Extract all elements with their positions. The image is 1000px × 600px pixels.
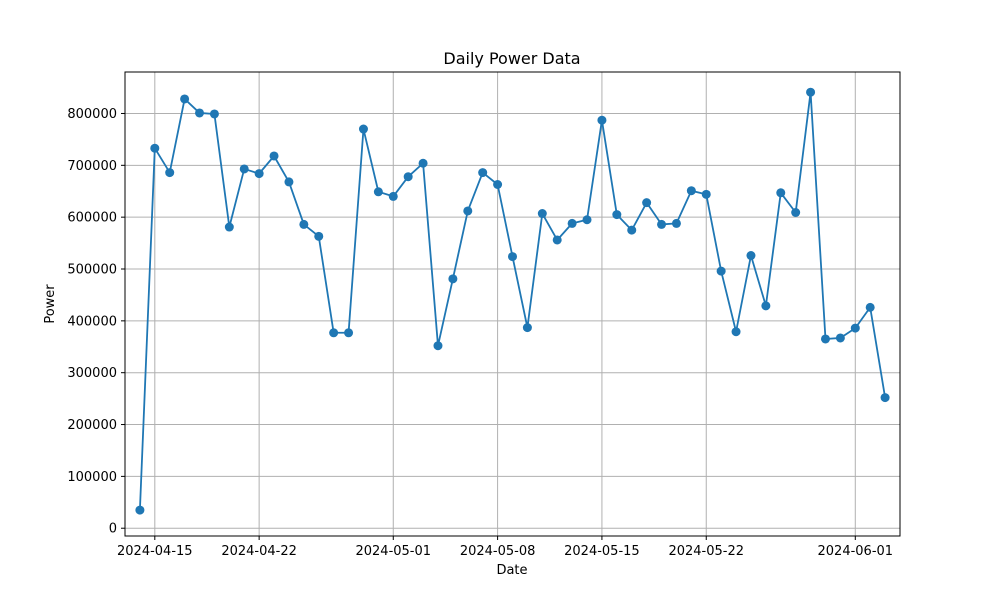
y-axis: 0 100000 200000 300000 400000 500000 600000 700… xyxy=(67,107,125,537)
data-point xyxy=(239,164,249,174)
data-point xyxy=(314,231,324,241)
data-point xyxy=(731,327,741,337)
data-point xyxy=(463,206,473,216)
data-point xyxy=(806,87,816,97)
data-point xyxy=(329,328,339,338)
data-point xyxy=(522,323,532,333)
data-point xyxy=(418,158,428,168)
y-tick-label: 400000 xyxy=(67,314,117,329)
y-tick-label: 0 xyxy=(109,522,117,537)
x-tick-label: 2024-06-01 xyxy=(818,544,894,559)
data-point xyxy=(224,222,234,232)
x-tick-label: 2024-05-22 xyxy=(668,544,744,559)
data-point xyxy=(671,218,681,228)
data-point xyxy=(284,177,294,187)
data-point xyxy=(209,109,219,119)
data-point xyxy=(180,94,190,104)
plot-frame xyxy=(124,71,901,537)
data-point xyxy=(135,505,145,515)
data-point xyxy=(493,180,503,190)
data-point xyxy=(508,252,517,262)
data-point xyxy=(478,168,488,178)
data-point xyxy=(388,191,398,201)
data-point xyxy=(344,328,354,338)
data-point xyxy=(597,115,607,125)
data-point xyxy=(448,274,458,284)
data-point xyxy=(195,108,205,118)
series-group xyxy=(135,87,890,515)
data-point xyxy=(820,334,830,344)
data-point xyxy=(433,341,443,351)
data-point xyxy=(582,215,592,225)
data-point xyxy=(746,251,756,261)
data-point xyxy=(642,198,652,208)
data-point xyxy=(299,219,309,229)
data-point xyxy=(403,172,413,182)
x-axis: 2024-04-15 2024-04-22 2024-05-01 2024-05-08… xyxy=(117,536,893,559)
grid-lines xyxy=(125,72,900,536)
y-tick-label: 100000 xyxy=(67,470,117,485)
data-point xyxy=(850,323,860,333)
y-tick-label: 600000 xyxy=(67,211,117,226)
x-tick-label: 2024-04-15 xyxy=(117,544,193,559)
data-point xyxy=(835,333,845,343)
data-point xyxy=(552,235,562,245)
data-point xyxy=(567,218,577,228)
chart-title: Daily Power Data xyxy=(443,49,580,68)
data-point xyxy=(269,151,279,161)
y-tick-label: 500000 xyxy=(67,263,117,278)
data-point xyxy=(150,143,160,153)
data-point xyxy=(373,187,383,197)
data-point xyxy=(716,266,726,276)
x-tick-label: 2024-05-08 xyxy=(460,544,536,559)
x-axis-label: Date xyxy=(496,563,527,578)
data-point xyxy=(254,169,264,179)
y-tick-label: 700000 xyxy=(67,159,117,174)
data-point xyxy=(165,168,175,178)
y-tick-label: 800000 xyxy=(67,107,117,122)
y-tick-label: 200000 xyxy=(67,418,117,433)
data-point xyxy=(537,209,547,219)
y-tick-label: 300000 xyxy=(67,366,117,381)
data-point xyxy=(657,219,667,229)
y-axis-label: Power xyxy=(43,284,58,324)
data-point xyxy=(865,302,875,312)
data-point xyxy=(701,189,711,199)
data-point xyxy=(627,225,637,235)
data-point xyxy=(761,301,771,311)
data-point xyxy=(358,124,368,134)
x-tick-label: 2024-04-22 xyxy=(221,544,297,559)
data-point xyxy=(686,186,696,196)
x-tick-label: 2024-05-15 xyxy=(564,544,640,559)
data-point xyxy=(612,210,622,220)
x-tick-label: 2024-05-01 xyxy=(355,544,431,559)
data-point xyxy=(880,393,890,403)
data-point xyxy=(791,207,801,217)
data-point xyxy=(776,188,786,198)
